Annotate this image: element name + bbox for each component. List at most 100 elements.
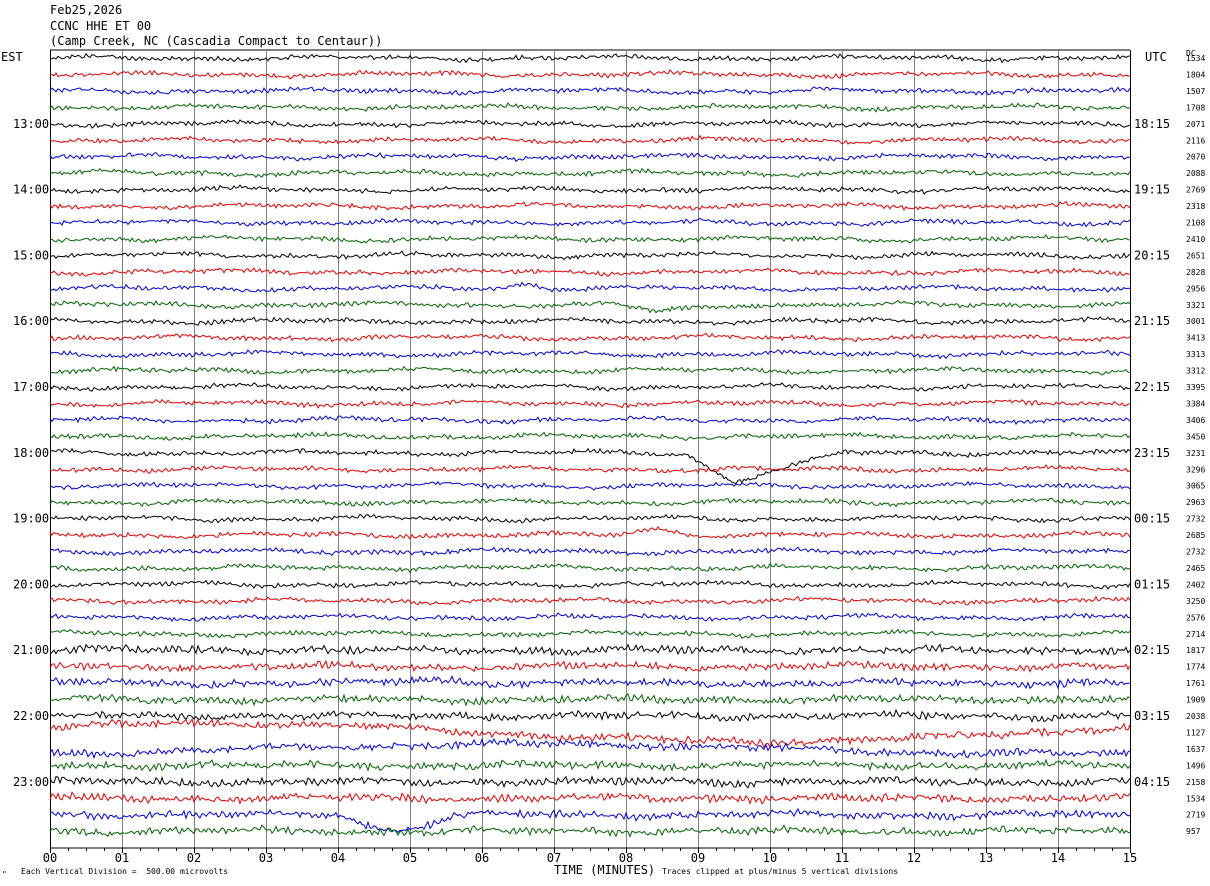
x-tick-label-10: 10 [763, 851, 777, 865]
right-hour-label: 03:15 [1134, 709, 1170, 723]
trace-row-29 [49, 526, 1131, 540]
trace-row-39 [49, 693, 1131, 707]
trace-row-2 [49, 86, 1131, 96]
corner-mark: " [2, 870, 7, 879]
right-hour-label: 23:15 [1134, 446, 1170, 460]
dc-offset-row-33: 3250 [1186, 597, 1205, 606]
station-label: (Camp Creek, NC (Cascadia Compact to Cen… [50, 34, 383, 48]
trace-row-43 [49, 758, 1131, 772]
dc-offset-row-42: 1637 [1186, 745, 1205, 754]
channel-label: CCNC HHE ET 00 [50, 19, 152, 33]
trace-row-22 [49, 415, 1131, 426]
clip-note: Traces clipped at plus/minus 5 vertical … [662, 867, 899, 876]
left-hour-label: 14:00 [13, 183, 49, 197]
trace-row-19 [49, 365, 1131, 376]
trace-row-8 [49, 184, 1131, 195]
left-hour-label: 20:00 [13, 577, 49, 591]
trace-row-21 [49, 398, 1130, 409]
dc-offset-row-2: 1507 [1186, 87, 1205, 96]
left-timezone-label: EST [1, 50, 23, 64]
left-hour-label: 23:00 [13, 775, 49, 789]
x-tick-label-13: 13 [979, 851, 993, 865]
dc-offset-row-36: 1817 [1186, 646, 1205, 655]
trace-row-14 [49, 281, 1131, 294]
dc-offset-row-22: 3406 [1186, 416, 1205, 425]
dc-offset-row-32: 2402 [1186, 580, 1205, 589]
x-tick-label-11: 11 [835, 851, 849, 865]
dc-offset-row-38: 1761 [1186, 679, 1205, 688]
dc-offset-row-37: 1774 [1186, 663, 1205, 672]
x-tick-label-14: 14 [1051, 851, 1065, 865]
left-hour-label: 21:00 [13, 643, 49, 657]
right-hour-label: 21:15 [1134, 314, 1170, 328]
dc-offset-row-35: 2714 [1186, 630, 1205, 639]
dc-offset-row-23: 3450 [1186, 432, 1205, 441]
left-hour-label: 15:00 [13, 248, 49, 262]
dc-header-label: DC [1186, 49, 1196, 58]
trace-row-23 [49, 431, 1131, 442]
trace-row-47 [49, 824, 1131, 838]
x-tick-label-08: 08 [619, 851, 633, 865]
trace-row-25 [49, 464, 1131, 474]
right-hour-label: 22:15 [1134, 380, 1170, 394]
dc-offset-row-20: 3395 [1186, 383, 1205, 392]
dc-offset-row-30: 2732 [1186, 548, 1205, 557]
x-tick-label-02: 02 [187, 851, 201, 865]
dc-offset-row-29: 2685 [1186, 531, 1205, 540]
trace-row-1 [49, 69, 1131, 80]
trace-row-35 [49, 628, 1131, 639]
right-hour-label: 02:15 [1134, 643, 1170, 657]
trace-row-5 [49, 134, 1131, 145]
x-tick-label-04: 04 [331, 851, 345, 865]
trace-row-32 [49, 579, 1131, 590]
dc-offset-row-14: 2956 [1186, 284, 1205, 293]
right-hour-label: 19:15 [1134, 183, 1170, 197]
dc-offset-row-45: 1534 [1186, 794, 1205, 803]
dc-offset-row-3: 1708 [1186, 103, 1205, 112]
dc-offset-row-28: 2732 [1186, 515, 1205, 524]
x-tick-label-00: 00 [43, 851, 57, 865]
x-tick-label-01: 01 [115, 851, 129, 865]
trace-row-11 [49, 233, 1131, 244]
left-hour-label: 16:00 [13, 314, 49, 328]
dc-offset-row-44: 2158 [1186, 778, 1205, 787]
trace-row-44 [49, 775, 1131, 789]
scale-note: Each Vertical Division = 500.00 microvol… [21, 867, 229, 876]
dc-offset-row-10: 2108 [1186, 219, 1205, 228]
dc-offset-row-15: 3321 [1186, 301, 1205, 310]
right-hour-label: 01:15 [1134, 577, 1170, 591]
trace-row-33 [49, 595, 1131, 606]
trace-row-30 [49, 546, 1131, 557]
x-tick-label-12: 12 [907, 851, 921, 865]
trace-row-10 [49, 217, 1131, 228]
dc-offset-row-26: 3065 [1186, 482, 1205, 491]
trace-row-9 [49, 200, 1131, 212]
trace-row-41 [49, 718, 1131, 749]
trace-row-17 [49, 332, 1131, 343]
dc-offset-row-43: 1496 [1186, 761, 1205, 770]
right-hour-label: 20:15 [1134, 248, 1170, 262]
left-hour-label: 13:00 [13, 117, 49, 131]
trace-row-18 [49, 349, 1131, 360]
x-tick-label-15: 15 [1123, 851, 1137, 865]
dc-offset-row-4: 2071 [1186, 120, 1205, 129]
minute-grid [50, 49, 1131, 848]
dc-offset-row-17: 3413 [1186, 334, 1205, 343]
left-hour-label: 17:00 [13, 380, 49, 394]
right-timezone-label: UTC [1145, 50, 1167, 64]
trace-row-12 [49, 250, 1131, 261]
dc-offset-row-25: 3296 [1186, 465, 1205, 474]
dc-offset-row-31: 2465 [1186, 564, 1205, 573]
right-hour-label: 04:15 [1134, 775, 1170, 789]
dc-offset-row-34: 2576 [1186, 613, 1205, 622]
trace-row-38 [49, 675, 1131, 690]
dc-offset-row-41: 1127 [1186, 728, 1205, 737]
dc-offset-row-6: 2070 [1186, 153, 1205, 162]
dc-offset-row-24: 3231 [1186, 449, 1205, 458]
right-hour-label: 00:15 [1134, 512, 1170, 526]
dc-offset-row-47: 957 [1186, 827, 1201, 836]
trace-row-40 [49, 708, 1131, 723]
x-axis: 1534180415071708207121162070208827692318… [13, 54, 1205, 865]
x-tick-label-06: 06 [475, 851, 489, 865]
